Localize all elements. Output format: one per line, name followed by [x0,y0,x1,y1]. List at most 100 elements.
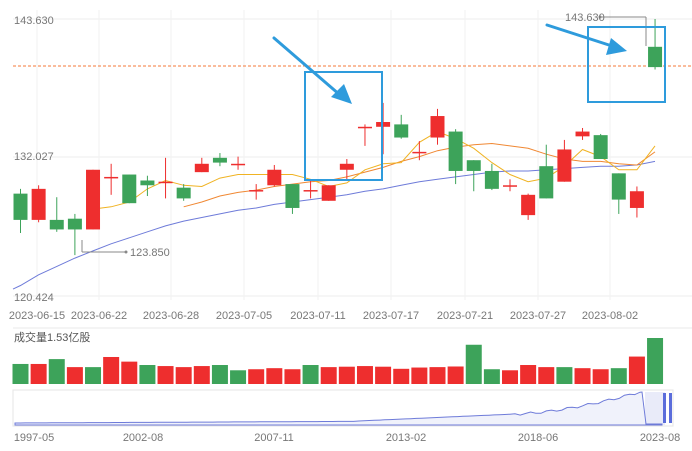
highlight-box-right [587,26,666,103]
candle [521,193,536,220]
volume-bar [483,369,500,384]
candle [339,159,354,180]
candle [104,163,119,195]
x-tick-label: 2023-06-22 [71,310,127,322]
volume-bar [211,365,228,384]
candle [67,213,82,256]
candle [394,114,409,139]
candlestick-series [13,19,663,256]
candle [484,163,499,191]
volume-bar [66,367,83,384]
navigator-year-label: 2002-08 [123,432,163,444]
candle [231,156,246,170]
volume-bar [556,367,573,384]
candle [611,173,626,214]
navigator-selection[interactable] [645,392,665,425]
volume-bar [628,356,645,384]
candle [466,160,481,192]
x-tick-label: 2023-06-15 [9,310,65,322]
volume-bar [465,344,482,384]
x-tick-label: 2023-07-17 [363,310,419,322]
volume-bar [411,367,428,384]
volume-bar [302,365,319,384]
volume-title: 成交量1.53亿股 [14,330,90,344]
navigator-year-labels: 1997-05 2002-08 2007-11 2013-02 2018-06 2023-… [14,432,680,444]
x-tick-label: 2023-07-27 [510,310,566,322]
candle [357,124,372,146]
volume-bar [157,366,174,384]
x-tick-label: 2023-07-21 [437,310,493,322]
navigator-handle-left[interactable] [663,393,666,423]
candle [122,174,137,204]
volume-bar [284,369,301,384]
volume-bar [193,366,210,384]
y-tick-mid: 132.027 [14,151,54,163]
volume-bar [12,363,29,384]
volume-bar [520,365,537,384]
navigator-handle-right[interactable] [669,393,672,423]
volume-bar [393,368,410,384]
min-marker: 123.850 [81,240,170,259]
volume-bar [103,356,120,384]
candle [249,184,264,200]
y-tick-bottom: 120.424 [14,292,54,304]
volume-bar [48,359,65,384]
volume-bar [338,366,355,384]
volume-bar [175,367,192,384]
candle [430,108,445,145]
volume-bar [538,367,555,384]
max-marker: 143.630 [565,12,647,46]
arrow-left [272,36,352,104]
candle [448,129,463,185]
volume-bar [266,368,283,384]
candle [629,186,644,218]
candle [321,185,336,201]
volume-bar [574,368,591,384]
candle [503,179,518,192]
volume-bar [320,367,337,384]
candle [158,157,173,199]
navigator-year-label: 1997-05 [14,432,54,444]
x-tick-label: 2023-08-02 [582,310,638,322]
highlight-box-left [304,71,383,181]
candle [575,127,590,140]
volume-bar [447,366,464,384]
candle [49,197,64,232]
volume-bar [610,368,627,384]
x-axis-dates: 2023-06-15 2023-06-22 2023-06-28 2023-07-05… [9,310,638,322]
volume-bar [375,366,392,384]
x-tick-label: 2023-07-11 [290,310,345,322]
candle [140,175,155,197]
y-tick-top: 143.630 [14,15,54,27]
min-label: 123.850 [130,247,170,259]
volume-bar [592,369,609,384]
volume-bar [230,370,247,384]
candle [303,180,318,199]
navigator-history-line [14,391,663,426]
candle [212,153,227,167]
candle [539,144,554,199]
volume-bar [248,369,265,384]
candle [376,102,391,155]
volume-bar [121,361,138,384]
navigator-year-label: 2013-02 [386,432,426,444]
candle [86,169,101,230]
candle [557,139,572,182]
volume-bar [139,365,156,384]
candle [194,157,209,173]
navigator-year-label: 2007-11 [254,432,294,444]
x-tick-label: 2023-07-05 [216,310,272,322]
candle [267,164,282,187]
candle [285,184,300,214]
volume-bar [429,367,446,384]
candle [593,133,608,160]
navigator-frame [12,389,674,427]
volume-bar [30,363,47,384]
volume-bar [502,370,519,384]
volume-bar [647,338,664,384]
candle [13,188,28,234]
candle [31,185,46,223]
candle [412,141,427,161]
volume-bars [12,338,664,384]
